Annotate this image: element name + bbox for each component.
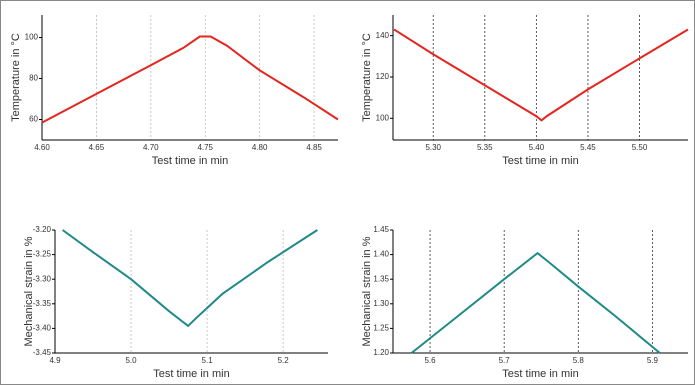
x-tick-label: 4.60	[34, 143, 50, 152]
x-axis-label: Test time in min	[153, 368, 229, 380]
y-tick-label: -3.35	[33, 299, 52, 308]
x-tick-label: 5.8	[573, 356, 585, 365]
data-line	[62, 229, 318, 328]
x-tick-label: 5.2	[278, 356, 290, 365]
x-tick-label: 5.7	[499, 356, 511, 365]
y-tick-label: 140	[376, 31, 390, 40]
y-tick-label: 1.35	[373, 274, 389, 283]
y-tick-label: 1.40	[373, 250, 389, 259]
x-axis-label: Test time in min	[152, 155, 228, 167]
y-tick-label: 100	[376, 113, 390, 122]
y-axis-label: Temperature in °C	[10, 33, 22, 122]
x-tick-label: 5.50	[632, 143, 648, 152]
y-tick-label: -3.20	[33, 225, 52, 234]
x-tick-label: 5.35	[477, 143, 493, 152]
x-tick-label: 5.0	[125, 356, 137, 365]
x-tick-label: 5.40	[529, 143, 545, 152]
y-tick-label: 100	[25, 33, 39, 42]
x-tick-label: 4.65	[89, 143, 105, 152]
x-tick-label: 4.9	[49, 356, 61, 365]
y-tick-label: 120	[376, 72, 390, 81]
x-tick-label: 4.70	[143, 143, 159, 152]
x-axis-label: Test time in min	[502, 368, 578, 380]
y-tick-label: -3.40	[33, 324, 52, 333]
y-tick-label: 60	[29, 115, 38, 124]
x-tick-label: 5.6	[424, 356, 436, 365]
y-axis-label: Temperature in °C	[361, 33, 373, 122]
data-line	[393, 28, 689, 122]
y-axis-label: Mechanical strain in %	[361, 236, 373, 346]
x-tick-label: 4.85	[306, 143, 322, 152]
x-tick-label: 5.1	[202, 356, 214, 365]
x-tick-label: 4.75	[197, 143, 213, 152]
x-tick-label: 4.80	[252, 143, 268, 152]
y-tick-label: -3.45	[33, 348, 52, 357]
y-tick-label: 1.45	[373, 225, 389, 234]
x-tick-label: 5.30	[425, 143, 441, 152]
y-tick-label: 1.25	[373, 324, 389, 333]
y-tick-label: 1.30	[373, 299, 389, 308]
x-axis-label: Test time in min	[502, 155, 578, 167]
x-tick-label: 5.45	[580, 143, 596, 152]
y-axis-label: Mechanical strain in %	[23, 236, 35, 346]
x-tick-label: 5.9	[647, 356, 659, 365]
y-tick-label: 1.20	[373, 348, 389, 357]
y-tick-label: -3.25	[33, 250, 52, 259]
y-tick-label: -3.30	[33, 274, 52, 283]
y-tick-label: 80	[29, 74, 38, 83]
data-line	[41, 35, 339, 124]
data-line	[410, 251, 661, 354]
